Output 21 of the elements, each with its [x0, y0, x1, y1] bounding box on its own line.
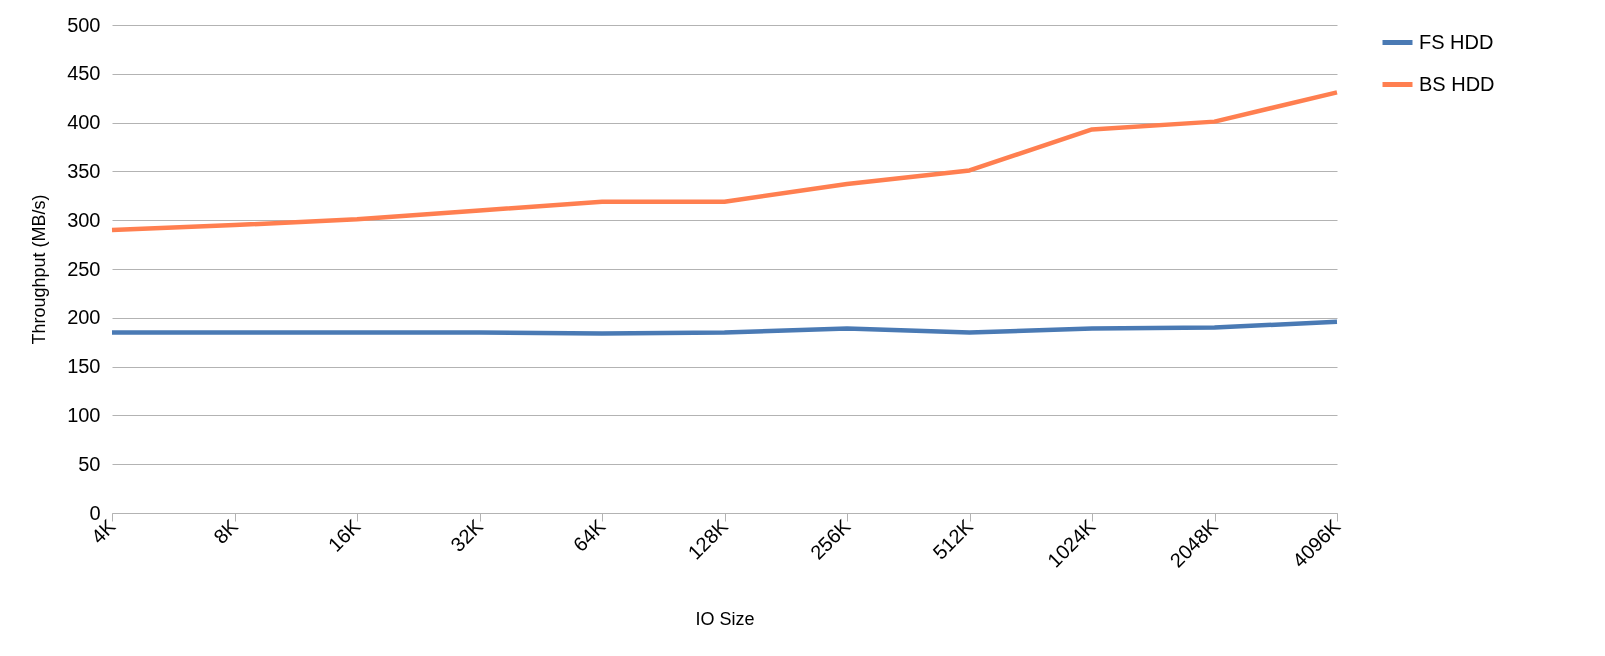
line-series	[109, 319, 1340, 336]
line-series	[109, 90, 1340, 233]
y-tick-label: 500	[67, 13, 101, 36]
y-tick-label: 100	[67, 403, 101, 426]
y-tick-label: 250	[67, 257, 101, 280]
x-tick-label: 8K	[209, 514, 243, 548]
y-tick-label: 400	[67, 111, 101, 134]
y-tick-label: 0	[89, 501, 101, 524]
y-tick-label: 200	[67, 306, 101, 329]
x-axis-title: IO Size	[695, 609, 755, 630]
x-tick-label: 32K	[446, 514, 488, 556]
legend-label: FS HDD	[1419, 30, 1494, 53]
y-tick-label: 50	[78, 452, 101, 475]
y-tick-label: 150	[67, 355, 101, 378]
legend-label: BS HDD	[1419, 72, 1495, 95]
y-tick-label: 300	[67, 208, 101, 231]
x-tick-label: 64K	[568, 514, 611, 556]
y-tick-label: 350	[67, 159, 101, 182]
y-tick-label: 450	[67, 62, 101, 85]
y-axis-title: Throughput (MB/s)	[29, 194, 50, 345]
x-tick-label: 16K	[323, 514, 366, 556]
